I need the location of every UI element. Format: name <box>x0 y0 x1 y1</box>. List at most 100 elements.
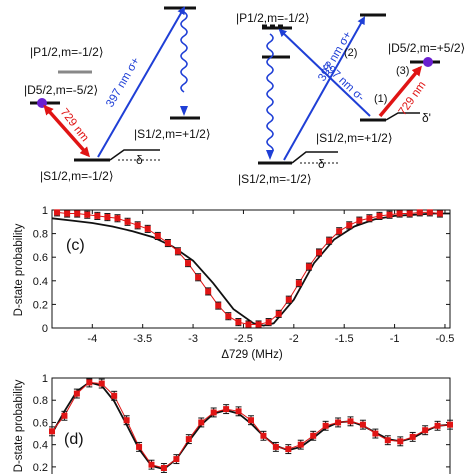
y-tick-label: 0.4 <box>33 276 48 288</box>
y-tick-label: 0.2 <box>33 462 48 474</box>
data-point <box>94 211 101 220</box>
step-1-label: (1) <box>374 93 387 105</box>
data-point <box>335 417 342 428</box>
data-marker <box>346 222 353 229</box>
chart-c-frame <box>51 209 451 329</box>
data-point <box>406 210 413 218</box>
data-marker <box>397 438 404 445</box>
data-marker <box>84 211 91 218</box>
chart-d-ticks: 0.2 0.4 0.6 0.8 1 <box>33 373 450 474</box>
d-level-right-label: |D5/2,m=+5/2⟩ <box>388 41 465 55</box>
data-point <box>316 248 323 257</box>
y-tick-label: 1 <box>42 205 48 217</box>
ir-arrow-right <box>378 65 422 118</box>
data-point <box>235 318 242 327</box>
s-level-right-bottom-label: |S1/2,m=-1/2⟩ <box>238 172 312 186</box>
data-marker <box>210 409 217 416</box>
chart-c-xlabel: Δ729 (MHz) <box>221 349 283 361</box>
data-point <box>136 441 143 452</box>
data-point <box>285 444 292 455</box>
chart-c-data-line <box>56 211 440 325</box>
p-level-right-label: |P1/2,m=-1/2⟩ <box>236 11 310 25</box>
data-marker <box>426 209 433 216</box>
data-marker <box>386 211 393 218</box>
data-marker <box>104 214 111 221</box>
data-point <box>124 217 131 226</box>
data-point <box>356 216 363 225</box>
chart-c: 0 0.2 0.4 0.6 0.8 1 -4 -3.5 -3 -2.5 -2 -1.5 -1 -0.5 (… <box>13 205 454 361</box>
data-marker <box>295 280 302 287</box>
data-point <box>173 454 180 465</box>
data-point <box>225 312 232 321</box>
data-marker <box>134 222 141 229</box>
data-marker <box>366 215 373 222</box>
data-marker <box>154 232 161 239</box>
data-marker <box>235 319 242 326</box>
data-point <box>275 309 282 318</box>
decay-arrow-left <box>180 106 188 116</box>
data-marker <box>447 421 453 428</box>
data-point <box>164 239 171 248</box>
data-marker <box>422 427 429 434</box>
data-marker <box>64 210 71 217</box>
data-point <box>198 417 205 428</box>
y-tick-label: 0.8 <box>33 229 48 241</box>
data-marker <box>409 433 416 440</box>
chart-c-points <box>54 209 443 328</box>
data-point <box>310 430 317 441</box>
chart-d-ylabel: D-state probability <box>13 379 25 472</box>
data-point <box>305 262 312 271</box>
data-marker <box>272 443 279 450</box>
data-point <box>144 224 151 233</box>
decay-wave-right <box>266 33 274 155</box>
data-point <box>49 426 55 437</box>
decay-arrow-right <box>266 150 274 160</box>
data-point <box>359 419 366 430</box>
chart-c-fit-line <box>51 212 450 327</box>
data-point <box>223 404 230 415</box>
x-tick-label: -4 <box>87 333 97 345</box>
data-marker <box>195 274 202 281</box>
data-marker <box>136 443 143 450</box>
data-point <box>111 390 118 401</box>
data-marker <box>215 302 222 309</box>
data-marker <box>235 408 242 415</box>
data-point <box>397 436 404 447</box>
data-point <box>346 221 353 230</box>
data-point <box>123 415 130 426</box>
data-marker <box>285 296 292 303</box>
data-marker <box>347 418 354 425</box>
y-tick-label: 0.2 <box>33 299 48 311</box>
data-marker <box>164 240 171 247</box>
data-point <box>195 273 202 282</box>
p-level-left-label: |P1/2,m=-1/2⟩ <box>30 45 104 59</box>
data-marker <box>225 313 232 320</box>
data-point <box>185 259 192 268</box>
chart-c-ylabel: D-state probability <box>13 223 25 316</box>
uv-arrow-right-2 <box>278 28 371 117</box>
y-tick-label: 0.6 <box>33 252 48 264</box>
s-level-right-mid-split <box>385 112 420 121</box>
x-tick-label: -2 <box>289 333 299 345</box>
d-level-left-label: |D5/2,m=-5/2⟩ <box>24 83 98 97</box>
data-marker <box>185 436 192 443</box>
data-marker <box>335 419 342 426</box>
data-point <box>265 318 272 327</box>
data-point <box>86 378 93 388</box>
data-point <box>104 213 111 222</box>
data-marker <box>173 456 180 463</box>
uv-arrow-left <box>97 6 185 158</box>
data-point <box>248 415 254 426</box>
data-marker <box>160 465 167 471</box>
data-point <box>409 431 416 442</box>
data-marker <box>144 225 151 232</box>
data-point <box>372 428 379 439</box>
y-tick-label: 0.8 <box>33 395 48 407</box>
data-marker <box>114 215 121 222</box>
data-marker <box>111 392 118 399</box>
data-point <box>245 320 252 328</box>
data-marker <box>310 432 317 439</box>
data-point <box>376 211 383 220</box>
chart-d: 0.2 0.4 0.6 0.8 1 (d) D-state probability <box>13 373 453 474</box>
data-marker <box>316 249 323 256</box>
